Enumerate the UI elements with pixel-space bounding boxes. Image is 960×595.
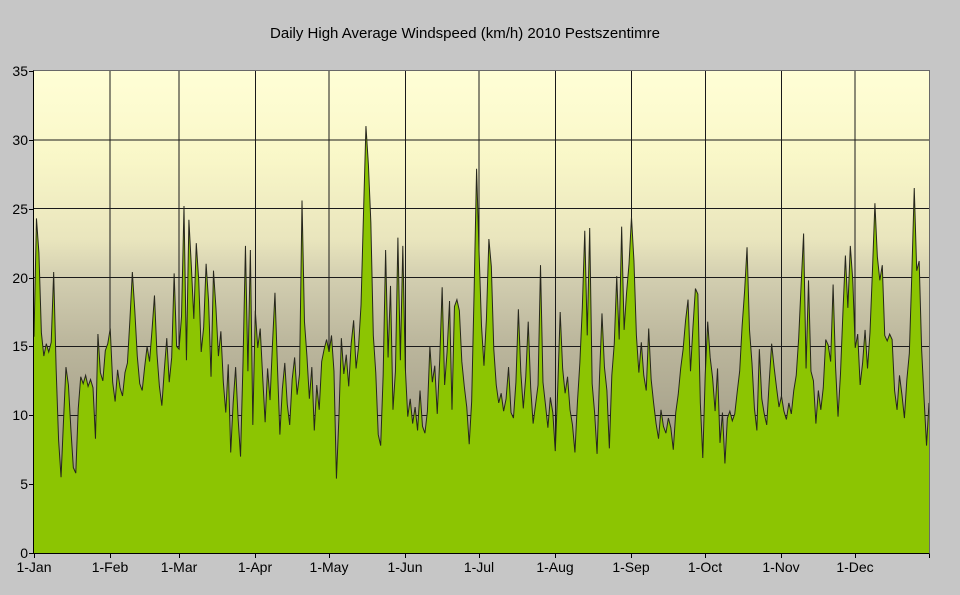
x-axis-tick xyxy=(479,554,480,558)
x-axis-label: 1-Dec xyxy=(836,559,874,575)
y-axis-label: 35 xyxy=(12,63,28,79)
x-axis-label: 1-Jul xyxy=(463,559,495,575)
windspeed-area-series xyxy=(34,71,929,553)
y-axis-tick xyxy=(29,140,34,141)
y-axis-label: 5 xyxy=(20,476,28,492)
x-axis-label: 1-Nov xyxy=(762,559,800,575)
x-axis-tick xyxy=(855,554,856,558)
y-axis-label: 25 xyxy=(12,201,28,217)
x-axis-tick xyxy=(781,554,782,558)
y-axis-tick xyxy=(29,553,34,554)
y-axis-tick xyxy=(29,484,34,485)
x-axis-tick xyxy=(179,554,180,558)
x-axis-tick xyxy=(705,554,706,558)
x-axis-label: 1-Sep xyxy=(612,559,650,575)
plot-area xyxy=(33,70,930,554)
x-axis-tick xyxy=(255,554,256,558)
y-axis-label: 10 xyxy=(12,407,28,423)
x-axis-tick xyxy=(110,554,111,558)
y-axis-tick xyxy=(29,209,34,210)
y-axis-label: 30 xyxy=(12,132,28,148)
y-axis-tick xyxy=(29,346,34,347)
y-axis-label: 15 xyxy=(12,338,28,354)
x-axis-tick xyxy=(34,554,35,558)
area-fill xyxy=(34,126,929,553)
x-axis-label: 1-Jun xyxy=(387,559,423,575)
y-axis-tick xyxy=(29,415,34,416)
x-axis-label: 1-Apr xyxy=(237,559,273,575)
x-axis-label: 1-Aug xyxy=(536,559,574,575)
x-axis-label: 1-Feb xyxy=(91,559,129,575)
x-axis-tick xyxy=(929,554,930,558)
x-axis-label: 1-Jan xyxy=(16,559,52,575)
y-axis-label: 0 xyxy=(20,545,28,561)
x-axis-tick xyxy=(631,554,632,558)
x-axis-label: 1-May xyxy=(309,559,349,575)
x-axis-tick xyxy=(405,554,406,558)
series-outline xyxy=(34,126,929,479)
y-axis-tick xyxy=(29,278,34,279)
chart-title: Daily High Average Windspeed (km/h) 2010… xyxy=(270,25,660,42)
y-axis-tick xyxy=(29,71,34,72)
x-axis-label: 1-Mar xyxy=(160,559,198,575)
x-axis-label: 1-Oct xyxy=(687,559,723,575)
x-axis-tick xyxy=(555,554,556,558)
x-axis-tick xyxy=(329,554,330,558)
y-axis-label: 20 xyxy=(12,270,28,286)
